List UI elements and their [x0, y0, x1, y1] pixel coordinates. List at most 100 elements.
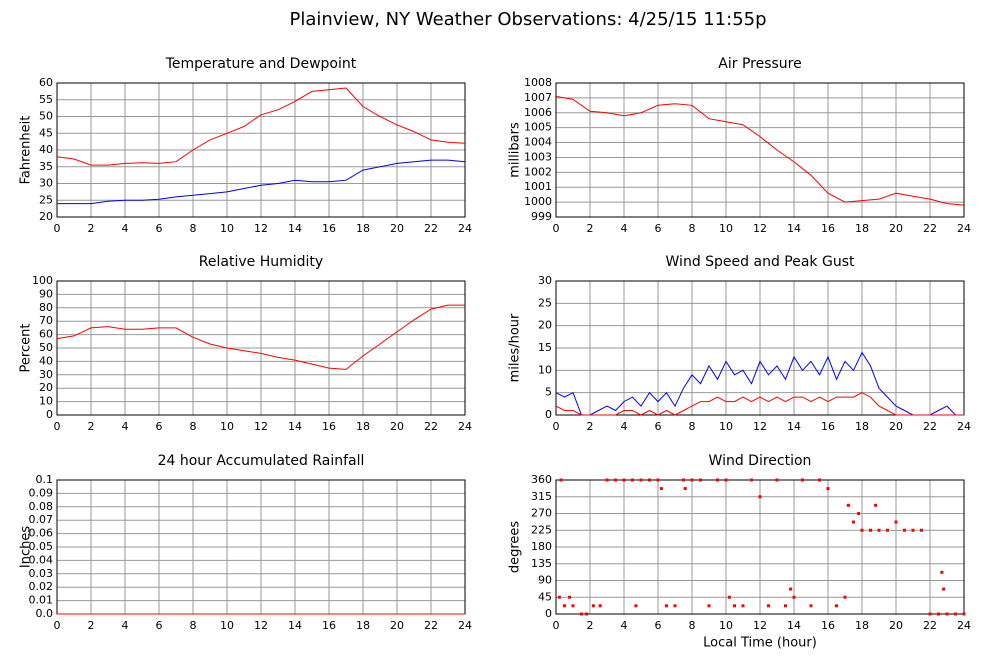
y-tick-label: 1000 [524, 195, 552, 208]
y-tick-label: 0 [46, 408, 53, 421]
data-point [945, 612, 949, 616]
data-line [555, 95, 965, 206]
x-tick-label: 6 [655, 420, 662, 433]
data-point [962, 612, 966, 616]
plot-frame [555, 479, 965, 615]
y-tick-label: 1006 [524, 106, 552, 119]
y-tick-label: 270 [531, 507, 552, 520]
y-tick-label: 60 [39, 328, 53, 341]
y-tick-label: 45 [39, 126, 53, 139]
data-point [784, 604, 787, 608]
y-tick-label: 315 [531, 490, 552, 503]
plot-frame [555, 82, 965, 218]
y-tick-label: 0.0 [36, 607, 54, 620]
chart-title: Wind Direction [709, 453, 812, 469]
chart-title: 24 hour Accumulated Rainfall [158, 453, 365, 469]
y-tick-label: 10 [39, 395, 53, 408]
x-tick-label: 12 [254, 222, 268, 235]
x-tick-label: 20 [889, 222, 903, 235]
x-tick-label: 14 [288, 619, 302, 632]
y-tick-label: 30 [538, 274, 552, 287]
data-point [683, 487, 687, 491]
data-point [942, 587, 946, 591]
page-title: Plainview, NY Weather Observations: 4/25… [289, 9, 766, 30]
data-point [614, 478, 617, 482]
chart-title: Wind Speed and Peak Gust [666, 254, 855, 270]
data-point [874, 503, 878, 507]
x-tick-label: 18 [356, 619, 370, 632]
y-tick-label: 20 [39, 210, 53, 223]
y-tick-label: 180 [531, 540, 552, 553]
data-point [571, 604, 575, 608]
x-tick-label: 0 [54, 222, 61, 235]
x-tick-label: 0 [553, 619, 560, 632]
x-tick-label: 16 [821, 420, 835, 433]
data-point [767, 604, 770, 608]
data-point [733, 604, 736, 608]
x-tick-label: 4 [621, 619, 628, 632]
data-point [648, 478, 651, 482]
y-tick-label: 0.06 [29, 527, 54, 540]
y-tick-label: 1003 [524, 150, 552, 163]
x-tick-label: 8 [689, 619, 696, 632]
x-tick-label: 10 [719, 619, 733, 632]
y-tick-label: 0.08 [29, 500, 54, 513]
y-tick-label: 60 [39, 76, 53, 89]
data-point [954, 612, 957, 616]
data-point [903, 528, 906, 532]
chart-title: Temperature and Dewpoint [165, 56, 357, 72]
x-tick-label: 20 [889, 619, 903, 632]
y-tick-label: 40 [39, 354, 53, 367]
data-point [801, 478, 804, 482]
y-axis-label: Fahrenheit [19, 116, 34, 185]
y-tick-label: 20 [39, 381, 53, 394]
x-tick-label: 10 [220, 222, 234, 235]
y-tick-label: 25 [39, 193, 53, 206]
x-tick-label: 18 [855, 222, 869, 235]
x-tick-label: 22 [923, 222, 937, 235]
x-tick-label: 2 [587, 222, 594, 235]
x-tick-label: 4 [621, 420, 628, 433]
x-tick-label: 12 [753, 222, 767, 235]
x-tick-label: 12 [254, 619, 268, 632]
plot-frame [56, 280, 466, 416]
x-tick-label: 2 [88, 619, 95, 632]
data-point [656, 478, 660, 482]
y-tick-label: 20 [538, 319, 552, 332]
x-tick-label: 14 [288, 420, 302, 433]
data-line [555, 392, 964, 416]
y-axis-label: Percent [19, 324, 34, 373]
x-tick-label: 16 [322, 619, 336, 632]
x-tick-label: 2 [587, 420, 594, 433]
data-point [598, 604, 602, 608]
data-point [557, 595, 561, 599]
data-point [568, 595, 572, 599]
x-tick-label: 10 [719, 420, 733, 433]
x-tick-label: 22 [424, 420, 438, 433]
x-tick-label: 2 [88, 420, 95, 433]
y-tick-label: 0.03 [29, 567, 54, 580]
x-tick-label: 6 [156, 619, 163, 632]
x-tick-label: 24 [957, 222, 971, 235]
y-tick-label: 10 [538, 363, 552, 376]
x-tick-label: 16 [821, 619, 835, 632]
data-point [826, 487, 830, 491]
y-tick-label: 225 [531, 523, 552, 536]
y-tick-label: 30 [39, 177, 53, 190]
data-point [707, 604, 711, 608]
data-point [843, 595, 847, 599]
x-tick-label: 14 [787, 619, 801, 632]
y-tick-label: 1008 [524, 76, 552, 89]
y-tick-label: 50 [39, 110, 53, 123]
data-point [937, 612, 940, 616]
y-tick-label: 0.01 [29, 594, 54, 607]
data-point [846, 503, 850, 507]
data-point [727, 595, 731, 599]
x-tick-label: 0 [553, 420, 560, 433]
x-tick-label: 24 [957, 420, 971, 433]
y-tick-label: 0 [545, 408, 552, 421]
y-tick-label: 90 [538, 574, 552, 587]
x-tick-label: 0 [553, 222, 560, 235]
data-point [928, 612, 932, 616]
x-tick-label: 4 [122, 420, 129, 433]
